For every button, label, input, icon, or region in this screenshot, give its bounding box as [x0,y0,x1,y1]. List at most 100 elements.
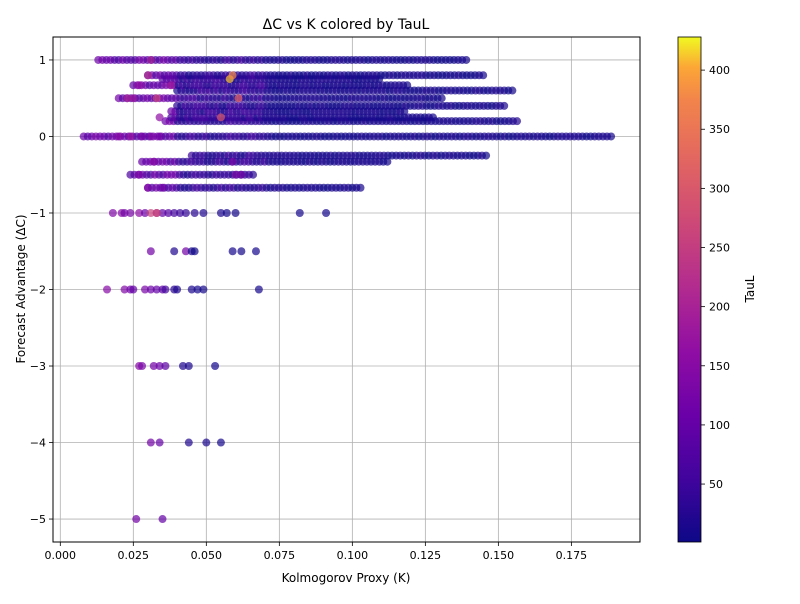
data-point [146,132,155,141]
colorbar-gradient [677,36,702,543]
data-point [187,285,196,294]
data-point [143,183,152,192]
data-point [228,247,237,256]
data-point [146,247,155,256]
data-point [161,285,170,294]
y-axis-label: Forecast Advantage (ΔC) [14,214,28,363]
x-tick-label: 0.075 [264,549,296,562]
data-point [428,113,437,122]
data-point [161,362,170,371]
data-point [140,208,149,217]
data-point [479,71,488,80]
data-point [138,362,147,371]
data-point [158,515,167,524]
data-point [500,101,509,110]
data-point [403,81,412,90]
data-point [135,81,144,90]
data-point [132,515,141,524]
colorbar-ticks: 50 100 150 200 250 300 350 400 [701,64,730,491]
data-point [231,208,240,217]
data-point [135,208,144,217]
colorbar-tick-label: 350 [709,123,730,136]
colorbar-tick-label: 200 [709,301,730,314]
data-point [222,208,231,217]
data-point [356,183,365,192]
data-point [126,208,135,217]
data-point [216,438,225,447]
data-point [143,71,152,80]
data-point [234,94,243,103]
data-point [322,208,331,217]
data-point [155,132,164,141]
data-point [190,208,199,217]
data-point [295,208,304,217]
data-point [231,170,240,179]
data-point [513,117,522,126]
data-point [607,132,616,141]
data-point [155,113,164,122]
y-tick-label: −1 [30,207,46,220]
y-tick-label: −2 [30,284,46,297]
data-point [152,94,161,103]
data-point [146,55,155,64]
data-point [170,208,179,217]
x-tick-label: 0.000 [45,549,77,562]
data-points [79,55,616,524]
data-point [146,208,155,217]
x-tick-label: 0.050 [191,549,223,562]
data-point [216,208,225,217]
y-tick-label: −5 [30,513,46,526]
x-axis-label: Kolmogorov Proxy (K) [282,571,411,585]
colorbar-tick-label: 100 [709,419,730,432]
data-point [155,362,164,371]
data-point [184,438,193,447]
data-point [135,170,144,179]
y-tick-label: −3 [30,360,46,373]
data-point [120,285,129,294]
data-point [120,208,129,217]
data-point [173,285,182,294]
data-point [129,285,138,294]
data-point [152,208,161,217]
data-point [181,247,190,256]
data-point [146,438,155,447]
data-point [184,362,193,371]
x-tick-label: 0.150 [483,549,515,562]
colorbar: 50 100 150 200 250 300 350 400 TauL [677,36,757,543]
data-point [178,362,187,371]
data-point [138,132,147,141]
y-axis-ticks: 1 0 −1 −2 −3 −4 −5 [30,54,53,526]
data-point [228,157,237,166]
data-point [193,285,202,294]
data-point [237,170,246,179]
data-point [149,157,158,166]
y-tick-label: 1 [39,54,46,67]
y-tick-label: 0 [39,130,46,143]
colorbar-label: TauL [743,275,757,303]
data-point [103,285,112,294]
data-point [155,438,164,447]
data-point [158,183,167,192]
data-point [508,86,517,95]
x-tick-label: 0.125 [410,549,442,562]
colorbar-tick-label: 300 [709,182,730,195]
data-point [462,55,471,64]
x-tick-label: 0.025 [118,549,150,562]
data-point [482,151,491,160]
colorbar-tick-label: 400 [709,64,730,77]
data-point [216,113,225,122]
data-point [149,362,158,371]
y-tick-label: −4 [30,437,46,450]
data-point [158,208,167,217]
data-point [437,94,446,103]
data-point [383,157,392,166]
data-point [254,285,263,294]
data-point [108,208,117,217]
data-point [237,247,246,256]
data-point [176,208,185,217]
data-point [123,94,132,103]
data-point [152,285,161,294]
data-point [129,94,138,103]
